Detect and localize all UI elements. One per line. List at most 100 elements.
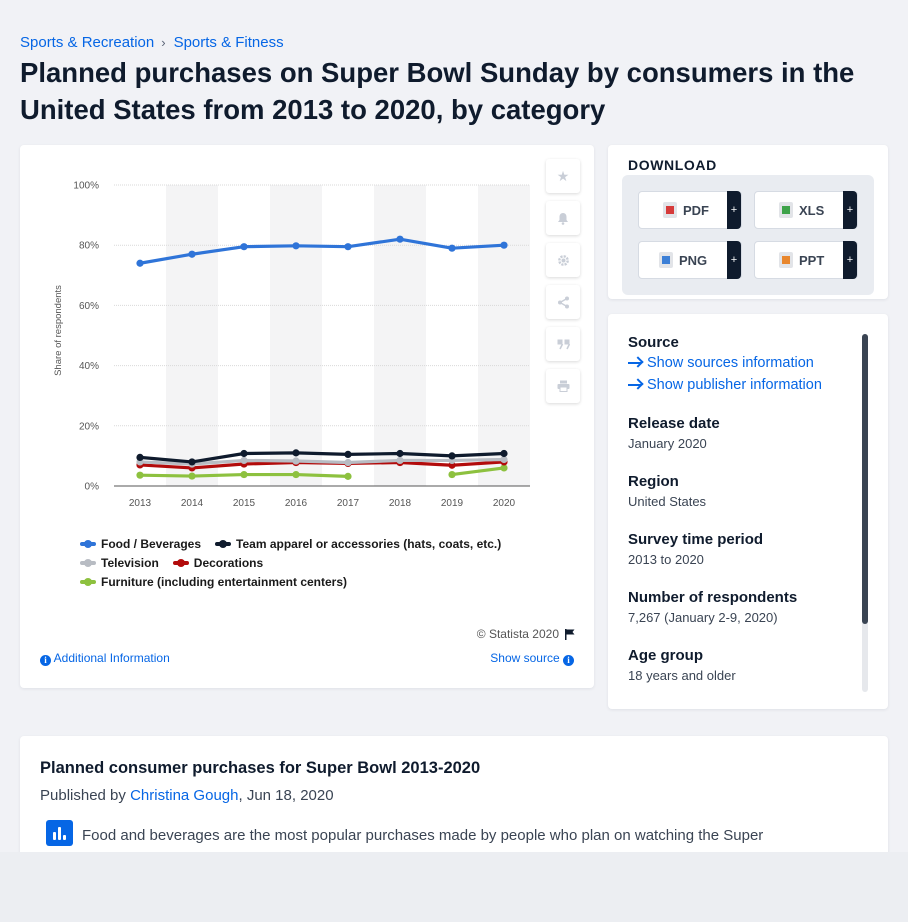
data-point [500,241,508,249]
quote-icon[interactable] [546,327,580,361]
arrow-right-icon [628,362,641,364]
info-scrollbar-thumb[interactable] [862,334,868,624]
legend-swatch [80,577,96,586]
download-card: DOWNLOAD PDF + XLS + PNG + PPT + [608,145,888,299]
legend-swatch [172,558,189,567]
show-publisher-link[interactable]: Show publisher information [628,377,858,393]
png-plus: + [727,241,741,279]
share-icon[interactable] [546,285,580,319]
bell-icon[interactable] [546,201,580,235]
data-point [240,449,248,458]
legend-item[interactable]: Television [80,556,159,570]
legend-label: Team apparel or accessories (hats, coats… [236,536,502,551]
download-options: PDF + XLS + PNG + PPT + [622,175,874,295]
column-band [478,185,530,486]
published-by-label: Published by [40,787,126,804]
source-info-card: Source Show sources information Show pub… [608,314,888,709]
data-point [344,243,352,251]
x-tick-label: 2016 [285,498,308,509]
info-icon: i [40,655,51,666]
download-xls-button[interactable]: XLS + [754,191,858,229]
series-line [138,451,506,464]
legend-item[interactable]: Decorations [172,556,263,570]
legend-swatch [215,539,232,548]
y-tick-label: 0% [85,482,100,493]
pdf-plus: + [727,191,741,229]
breadcrumb-separator: › [161,35,166,50]
data-point [344,472,352,480]
copyright-text: © Statista 2020 [476,627,559,641]
x-tick-label: 2013 [129,498,152,509]
column-band [374,185,426,486]
show-sources-link[interactable]: Show sources information [628,355,858,371]
png-file-icon [659,252,673,268]
print-icon[interactable] [546,369,580,403]
info-scrollbar[interactable] [862,334,868,692]
data-point [500,449,508,458]
legend-item[interactable]: Team apparel or accessories (hats, coats… [215,537,501,551]
additional-information-link[interactable]: i Additional Information [40,651,170,666]
download-png-button[interactable]: PNG + [638,241,742,279]
x-tick-label: 2015 [233,498,256,509]
region-value: United States [628,494,707,509]
show-sources-label: Show sources information [647,355,814,371]
gear-icon[interactable] [546,243,580,277]
line-chart: 0% 20% 40% 60% 80% 100% 2013 2014 2015 2016 2017 20… [53,181,530,509]
data-point [292,457,300,465]
data-point [136,453,144,462]
age-group-heading: Age group [628,647,703,664]
data-point [344,458,352,467]
data-point [188,472,196,480]
data-point [240,243,248,251]
x-tick-label: 2017 [337,498,360,509]
series-line [138,457,506,466]
survey-period-value: 2013 to 2020 [628,552,704,567]
data-point [188,250,196,258]
author-link[interactable]: Christina Gough [130,787,239,804]
download-pdf-button[interactable]: PDF + [638,191,742,229]
legend-row: Television Decorations [80,553,570,572]
legend-item[interactable]: Food / Beverages [80,537,201,551]
survey-period-heading: Survey time period [628,531,764,548]
article-title: Planned consumer purchases for Super Bow… [40,759,481,777]
article-meta: Published by Christina Gough, Jun 18, 20… [40,787,334,804]
legend-row: Food / Beverages Team apparel or accessor… [80,534,570,553]
legend-swatch [80,539,96,548]
show-source-link[interactable]: Show source i [490,651,574,666]
copyright: © Statista 2020 [477,627,575,641]
data-point [240,470,248,479]
age-group-value: 18 years and older [628,668,736,683]
y-axis-label: Share of respondents [53,285,64,376]
chart-toolbar: ★ [546,159,580,411]
chart-legend: Food / Beverages Team apparel or accessor… [80,534,570,591]
source-heading: Source [628,334,679,351]
release-date-heading: Release date [628,415,720,432]
legend-label: Food / Beverages [101,536,202,551]
star-icon[interactable]: ★ [546,159,580,193]
breadcrumb-sports-recreation[interactable]: Sports & Recreation [20,34,155,51]
column-band [270,185,322,486]
flag-icon[interactable] [565,628,575,640]
x-tick-label: 2018 [389,498,412,509]
y-tick-label: 60% [79,301,99,312]
xls-plus: + [843,191,857,229]
data-point [448,452,456,460]
chart-card: 0% 20% 40% 60% 80% 100% 2013 2014 2015 2016 2017 20… [20,145,594,688]
region-heading: Region [628,473,679,490]
breadcrumb-sports-fitness[interactable]: Sports & Fitness [173,34,284,51]
x-tick-label: 2014 [181,498,204,509]
respondents-heading: Number of respondents [628,589,798,606]
page-title: Planned purchases on Super Bowl Sunday b… [20,57,855,125]
data-point [448,470,456,479]
bar-chart-icon [46,820,73,846]
article-text: Food and beverages are the most popular … [82,827,764,844]
legend-swatch [80,558,96,567]
breadcrumb: Sports & Recreation › Sports & Fitness [20,34,284,51]
download-ppt-button[interactable]: PPT + [754,241,858,279]
respondents-value: 7,267 (January 2-9, 2020) [628,610,778,625]
source-info-body: Source Show sources information Show pub… [628,334,858,705]
x-tick-label: 2020 [493,498,516,509]
y-tick-label: 20% [79,421,99,432]
additional-information-label: Additional Information [53,651,170,665]
legend-item[interactable]: Furniture (including entertainment cente… [80,575,347,589]
